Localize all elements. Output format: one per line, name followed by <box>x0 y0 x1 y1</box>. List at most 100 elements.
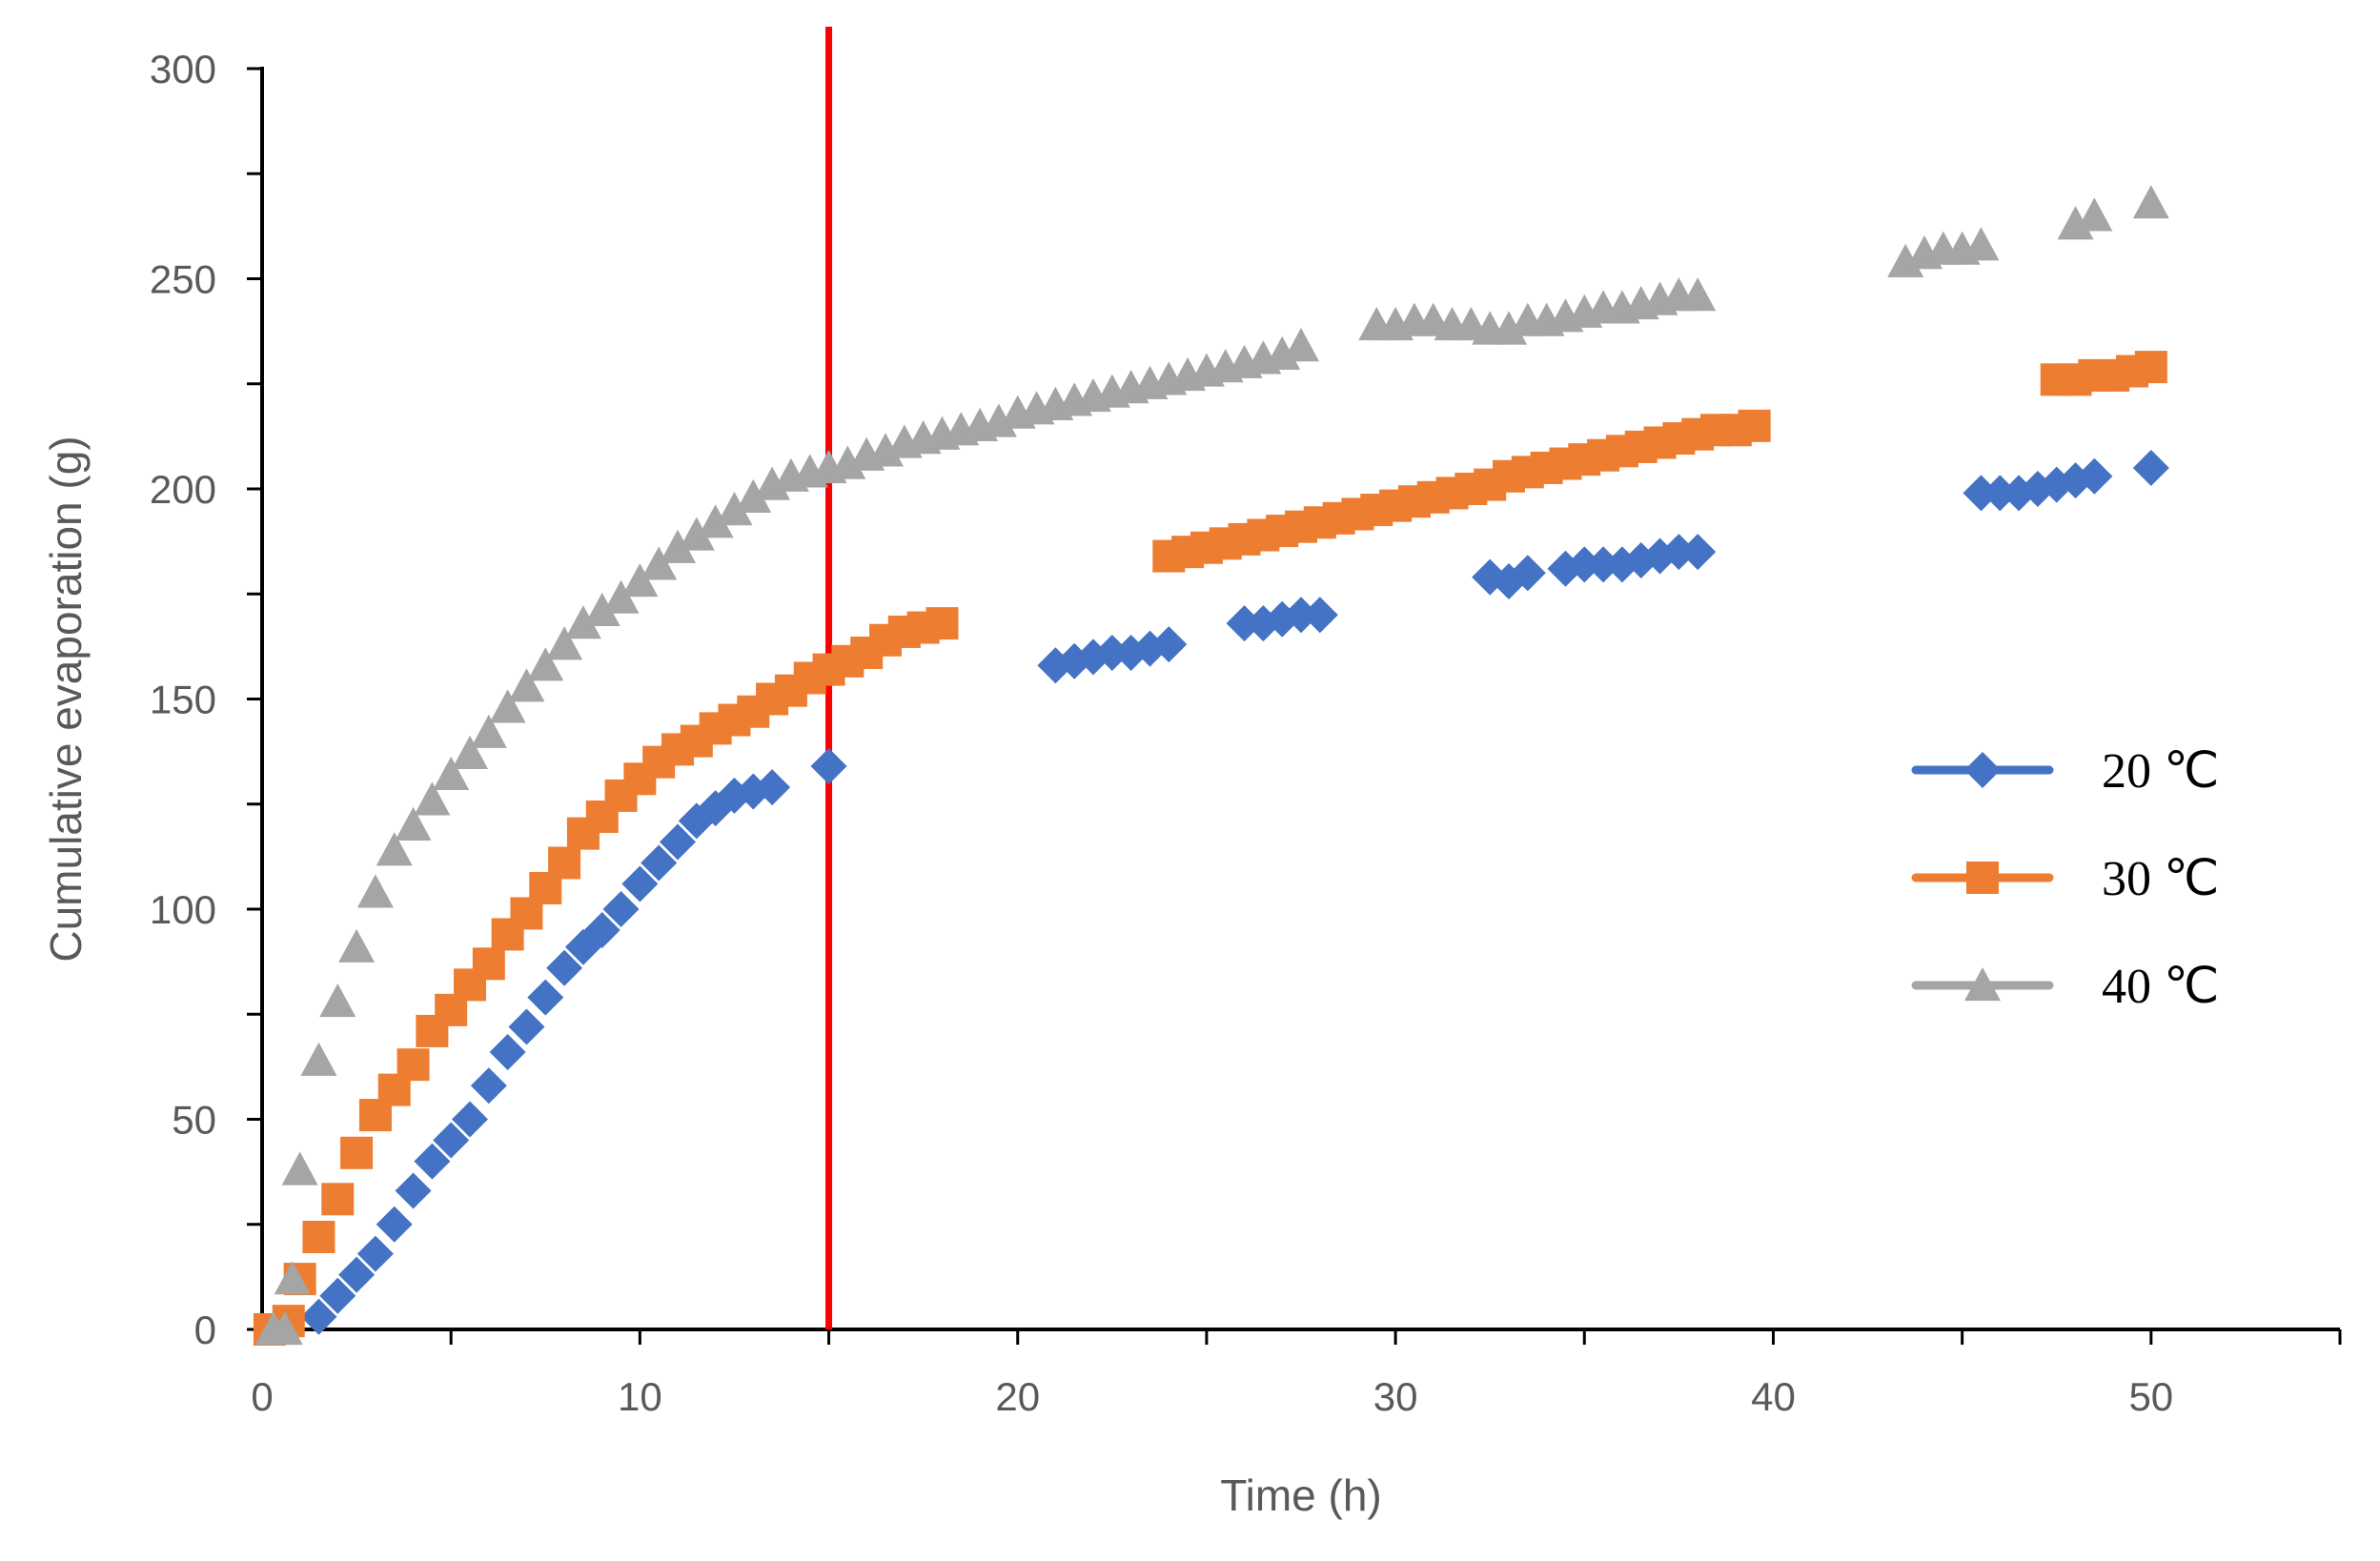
data-point <box>583 912 620 949</box>
axes <box>247 67 2342 1345</box>
legend-item: 40 ℃ <box>1911 960 2219 1014</box>
data-point <box>356 1235 394 1272</box>
data-point <box>980 403 1017 437</box>
data-point <box>338 928 376 963</box>
data-point <box>376 1206 413 1243</box>
series-group <box>253 185 2169 1346</box>
x-tick-label: 20 <box>995 1374 1040 1419</box>
y-tick-label: 250 <box>150 257 216 302</box>
data-point <box>395 806 432 841</box>
data-point <box>660 529 696 563</box>
data-point <box>1283 328 1319 362</box>
data-point <box>564 605 601 639</box>
data-point <box>274 1261 311 1295</box>
data-point <box>660 823 696 861</box>
data-point <box>1301 597 1338 634</box>
data-point <box>1226 605 1263 642</box>
data-point <box>2132 449 2169 486</box>
data-point <box>1963 227 2000 261</box>
data-point <box>2057 206 2094 240</box>
data-point <box>1660 534 1698 571</box>
data-point <box>452 735 488 769</box>
series-2 <box>253 351 2167 1346</box>
data-point <box>2076 457 2113 495</box>
data-point <box>470 714 507 748</box>
legend-label: 30 ℃ <box>2102 852 2219 906</box>
data-point <box>356 874 394 908</box>
y-tick-label: 0 <box>194 1308 216 1352</box>
data-point <box>281 1151 318 1186</box>
legend-marker <box>1964 752 2001 788</box>
data-point <box>338 1256 376 1293</box>
legend-item: 20 ℃ <box>1911 744 2219 799</box>
x-tick-label: 40 <box>1751 1374 1796 1419</box>
x-tick-label: 30 <box>1373 1374 1418 1419</box>
data-point <box>2134 351 2167 384</box>
data-point <box>1509 555 1546 592</box>
data-point <box>1887 243 1924 278</box>
data-point <box>1585 546 1622 583</box>
data-point <box>2132 185 2169 219</box>
data-point <box>1283 597 1319 634</box>
legend-item: 30 ℃ <box>1911 852 2219 906</box>
data-point <box>470 1067 507 1105</box>
legend-marker <box>1966 862 1999 894</box>
data-point <box>641 546 678 580</box>
y-tick-label: 300 <box>150 47 216 91</box>
data-point <box>1264 335 1301 371</box>
tick-labels: 0 50 100 150 200 250 300 0 10 20 30 40 50 <box>150 47 2173 1419</box>
data-point <box>489 1033 526 1070</box>
data-point <box>1963 475 2000 512</box>
data-point <box>319 1277 356 1314</box>
data-point <box>2076 197 2113 232</box>
legend: 20 ℃ 30 ℃ 40 ℃ <box>1911 744 2219 1014</box>
data-point <box>641 844 678 882</box>
data-point <box>472 947 505 981</box>
data-point <box>602 579 640 614</box>
data-point <box>527 647 564 681</box>
data-point <box>621 865 659 902</box>
legend-marker <box>1964 967 2001 1002</box>
series-1 <box>300 449 2169 1335</box>
data-point <box>376 832 413 866</box>
x-tick-label: 50 <box>2128 1374 2173 1419</box>
data-point <box>1982 475 2019 512</box>
data-point <box>621 563 659 598</box>
data-point <box>754 769 791 806</box>
data-point <box>1679 277 1717 312</box>
data-point <box>300 1042 337 1076</box>
data-point <box>340 1136 374 1169</box>
data-point <box>433 1122 470 1159</box>
data-point <box>546 949 583 986</box>
series-3 <box>254 185 2169 1346</box>
data-point <box>735 478 772 513</box>
data-point <box>1738 409 1771 442</box>
data-point <box>697 504 734 538</box>
data-point <box>414 1143 451 1180</box>
data-point <box>319 983 356 1018</box>
data-point <box>602 891 640 927</box>
data-point <box>548 846 581 880</box>
data-point <box>1150 626 1188 663</box>
legend-label: 20 ℃ <box>2102 744 2219 799</box>
y-axis-title: Cumulative evaporation (g) <box>41 436 91 962</box>
data-point <box>489 689 526 723</box>
data-point <box>397 1048 430 1082</box>
data-point <box>414 781 451 816</box>
data-point <box>1093 634 1130 671</box>
data-point <box>754 466 791 500</box>
data-point <box>829 445 866 479</box>
data-point <box>1491 311 1527 345</box>
data-point <box>926 607 959 640</box>
data-point <box>433 756 470 791</box>
y-tick-label: 50 <box>172 1098 216 1143</box>
y-tick-label: 200 <box>150 467 216 512</box>
data-point <box>1566 546 1603 583</box>
data-point <box>508 668 545 702</box>
y-tick-label: 150 <box>150 678 216 722</box>
y-tick-label: 100 <box>150 887 216 932</box>
data-point <box>452 1101 488 1138</box>
x-tick-label: 10 <box>618 1374 662 1419</box>
data-point <box>1679 534 1717 571</box>
